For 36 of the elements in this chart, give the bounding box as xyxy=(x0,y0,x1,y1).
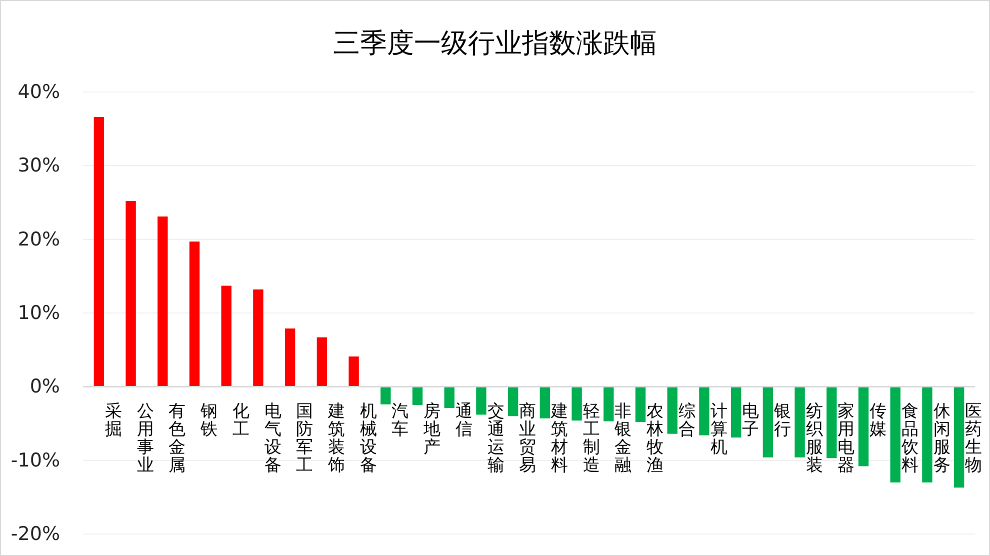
x-tick-label: 医药生物 xyxy=(965,402,982,476)
x-tick-label: 汽车 xyxy=(392,402,409,440)
x-tick-label: 建筑材料 xyxy=(551,402,568,476)
y-tick-label: 0% xyxy=(30,376,60,398)
x-tick-label: 家用电器 xyxy=(838,402,855,476)
x-tick-label: 综合 xyxy=(678,402,696,440)
x-tick-label: 电子 xyxy=(742,402,760,440)
x-tick-label: 商业贸易 xyxy=(519,402,536,476)
y-tick-label: 40% xyxy=(18,81,60,103)
x-tick-label: 休闲服务 xyxy=(933,402,950,476)
x-tick-label: 轻工制造 xyxy=(582,402,600,476)
x-tick-label: 交通运输 xyxy=(487,402,504,476)
x-tick-label: 有色金属 xyxy=(168,402,186,476)
x-tick-label: 银行 xyxy=(774,402,792,440)
x-tick-label: 食品饮料 xyxy=(901,402,918,476)
x-tick-label: 钢铁 xyxy=(200,402,218,440)
x-tick-label: 化工 xyxy=(232,402,250,440)
y-tick-label: 30% xyxy=(18,154,60,177)
y-tick-label: -20% xyxy=(10,523,60,545)
x-tick-label: 电气设备 xyxy=(264,402,282,476)
title: 三季度一级行业指数涨跌幅 xyxy=(333,28,657,59)
x-tick-label: 计算机 xyxy=(710,402,728,458)
x-tick-label: 通信 xyxy=(455,402,472,440)
y-tick-label: 20% xyxy=(18,228,60,250)
x-tick-label: 纺织服装 xyxy=(806,402,823,476)
x-tick-label: 建筑装饰 xyxy=(328,402,346,476)
x-tick-label: 国防军工 xyxy=(296,402,314,476)
x-tick-label: 采掘 xyxy=(105,402,122,440)
x-tick-label: 公用事业 xyxy=(136,402,154,476)
y-tick-label: -10% xyxy=(10,449,60,472)
x-tick-label: 房地产 xyxy=(424,402,441,458)
y-tick-label: 10% xyxy=(18,302,60,324)
x-tick-label: 机械设备 xyxy=(360,402,377,476)
x-tick-label: 农林牧渔 xyxy=(646,402,664,476)
x-tick-label: 传媒 xyxy=(870,402,887,440)
x-tick-label: 非银金融 xyxy=(614,402,632,476)
